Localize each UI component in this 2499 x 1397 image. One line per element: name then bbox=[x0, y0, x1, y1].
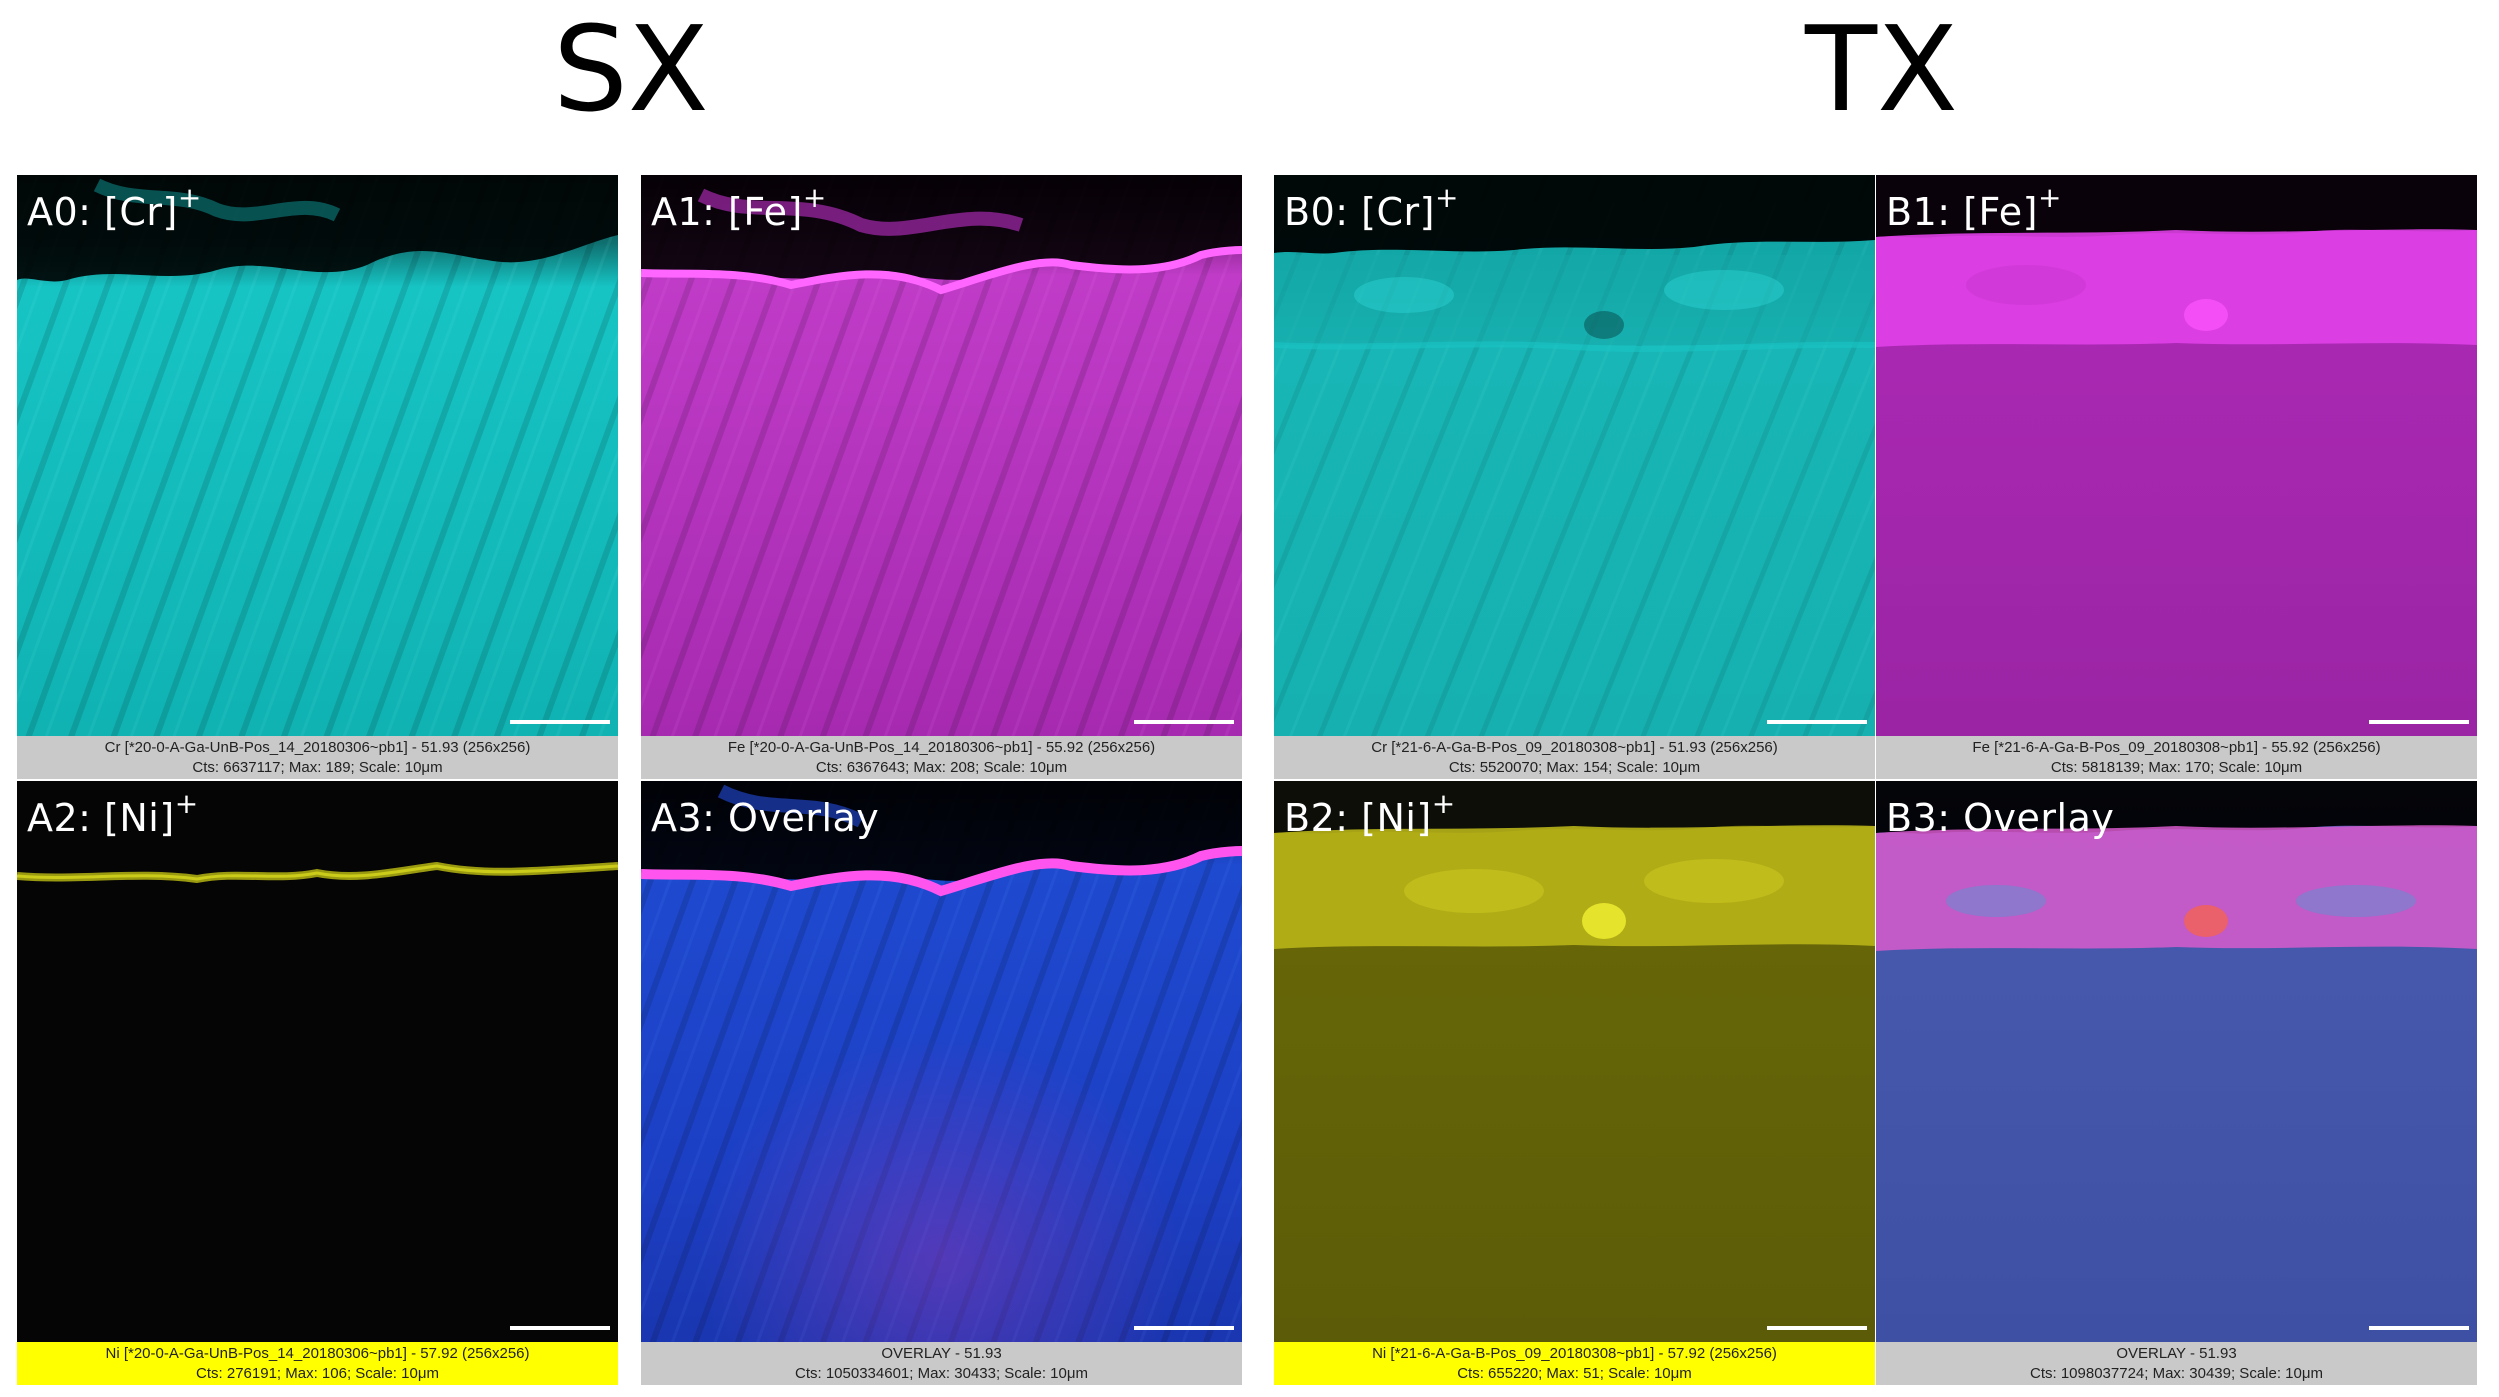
panel-label: B0: [Cr]+ bbox=[1284, 181, 1459, 234]
panel-b1-fe: B1: [Fe]+ Fe [*21-6-A-Ga-B-Pos_09_201803… bbox=[1876, 175, 2477, 779]
panel-label: A0: [Cr]+ bbox=[27, 181, 202, 234]
panel-caption: Ni [*20-0-A-Ga-UnB-Pos_14_20180306~pb1] … bbox=[17, 1342, 618, 1385]
scale-bar bbox=[1134, 720, 1234, 724]
panel-caption: OVERLAY - 51.93 Cts: 1050334601; Max: 30… bbox=[641, 1342, 1242, 1385]
scale-bar bbox=[1767, 1326, 1867, 1330]
panel-label: A3: Overlay bbox=[651, 796, 880, 840]
panel-a3-overlay: A3: Overlay OVERLAY - 51.93 Cts: 1050334… bbox=[641, 781, 1242, 1385]
panel-label: A1: [Fe]+ bbox=[651, 181, 827, 234]
scale-bar bbox=[2369, 1326, 2469, 1330]
scale-bar bbox=[1767, 720, 1867, 724]
panel-b2-ni: B2: [Ni]+ Ni [*21-6-A-Ga-B-Pos_09_201803… bbox=[1274, 781, 1875, 1385]
fe-map-image bbox=[1876, 175, 2477, 736]
panel-caption: Ni [*21-6-A-Ga-B-Pos_09_20180308~pb1] - … bbox=[1274, 1342, 1875, 1385]
panel-caption: Cr [*21-6-A-Ga-B-Pos_09_20180308~pb1] - … bbox=[1274, 736, 1875, 779]
panel-caption: Fe [*20-0-A-Ga-UnB-Pos_14_20180306~pb1] … bbox=[641, 736, 1242, 779]
scale-bar bbox=[2369, 720, 2469, 724]
scale-bar bbox=[510, 1326, 610, 1330]
ni-map-image bbox=[17, 781, 618, 1342]
panel-label: B1: [Fe]+ bbox=[1886, 181, 2062, 234]
group-title-tx: TX bbox=[1805, 0, 1958, 138]
cr-map-image bbox=[17, 175, 618, 736]
cr-map-image bbox=[1274, 175, 1875, 736]
panel-label: A2: [Ni]+ bbox=[27, 787, 199, 840]
panel-a2-ni: A2: [Ni]+ Ni [*20-0-A-Ga-UnB-Pos_14_2018… bbox=[17, 781, 618, 1385]
scale-bar bbox=[510, 720, 610, 724]
panel-a0-cr: A0: [Cr]+ Cr [*20-0-A-Ga-UnB-Pos_14_2018… bbox=[17, 175, 618, 779]
panel-a1-fe: A1: [Fe]+ Fe [*20-0-A-Ga-UnB-Pos_14_2018… bbox=[641, 175, 1242, 779]
overlay-map-image bbox=[1876, 781, 2477, 1342]
fe-map-image bbox=[641, 175, 1242, 736]
panel-label: B2: [Ni]+ bbox=[1284, 787, 1456, 840]
scale-bar bbox=[1134, 1326, 1234, 1330]
panel-label: B3: Overlay bbox=[1886, 796, 2115, 840]
group-title-sx: SX bbox=[553, 0, 709, 138]
overlay-map-image bbox=[641, 781, 1242, 1342]
panel-caption: Cr [*20-0-A-Ga-UnB-Pos_14_20180306~pb1] … bbox=[17, 736, 618, 779]
group-tx: B0: [Cr]+ Cr [*21-6-A-Ga-B-Pos_09_201803… bbox=[1274, 175, 2499, 1385]
group-sx: A0: [Cr]+ Cr [*20-0-A-Ga-UnB-Pos_14_2018… bbox=[17, 175, 1242, 1385]
ni-map-image bbox=[1274, 781, 1875, 1342]
panel-b3-overlay: B3: Overlay OVERLAY - 51.93 Cts: 1098037… bbox=[1876, 781, 2477, 1385]
panel-caption: Fe [*21-6-A-Ga-B-Pos_09_20180308~pb1] - … bbox=[1876, 736, 2477, 779]
panel-caption: OVERLAY - 51.93 Cts: 1098037724; Max: 30… bbox=[1876, 1342, 2477, 1385]
panel-b0-cr: B0: [Cr]+ Cr [*21-6-A-Ga-B-Pos_09_201803… bbox=[1274, 175, 1875, 779]
